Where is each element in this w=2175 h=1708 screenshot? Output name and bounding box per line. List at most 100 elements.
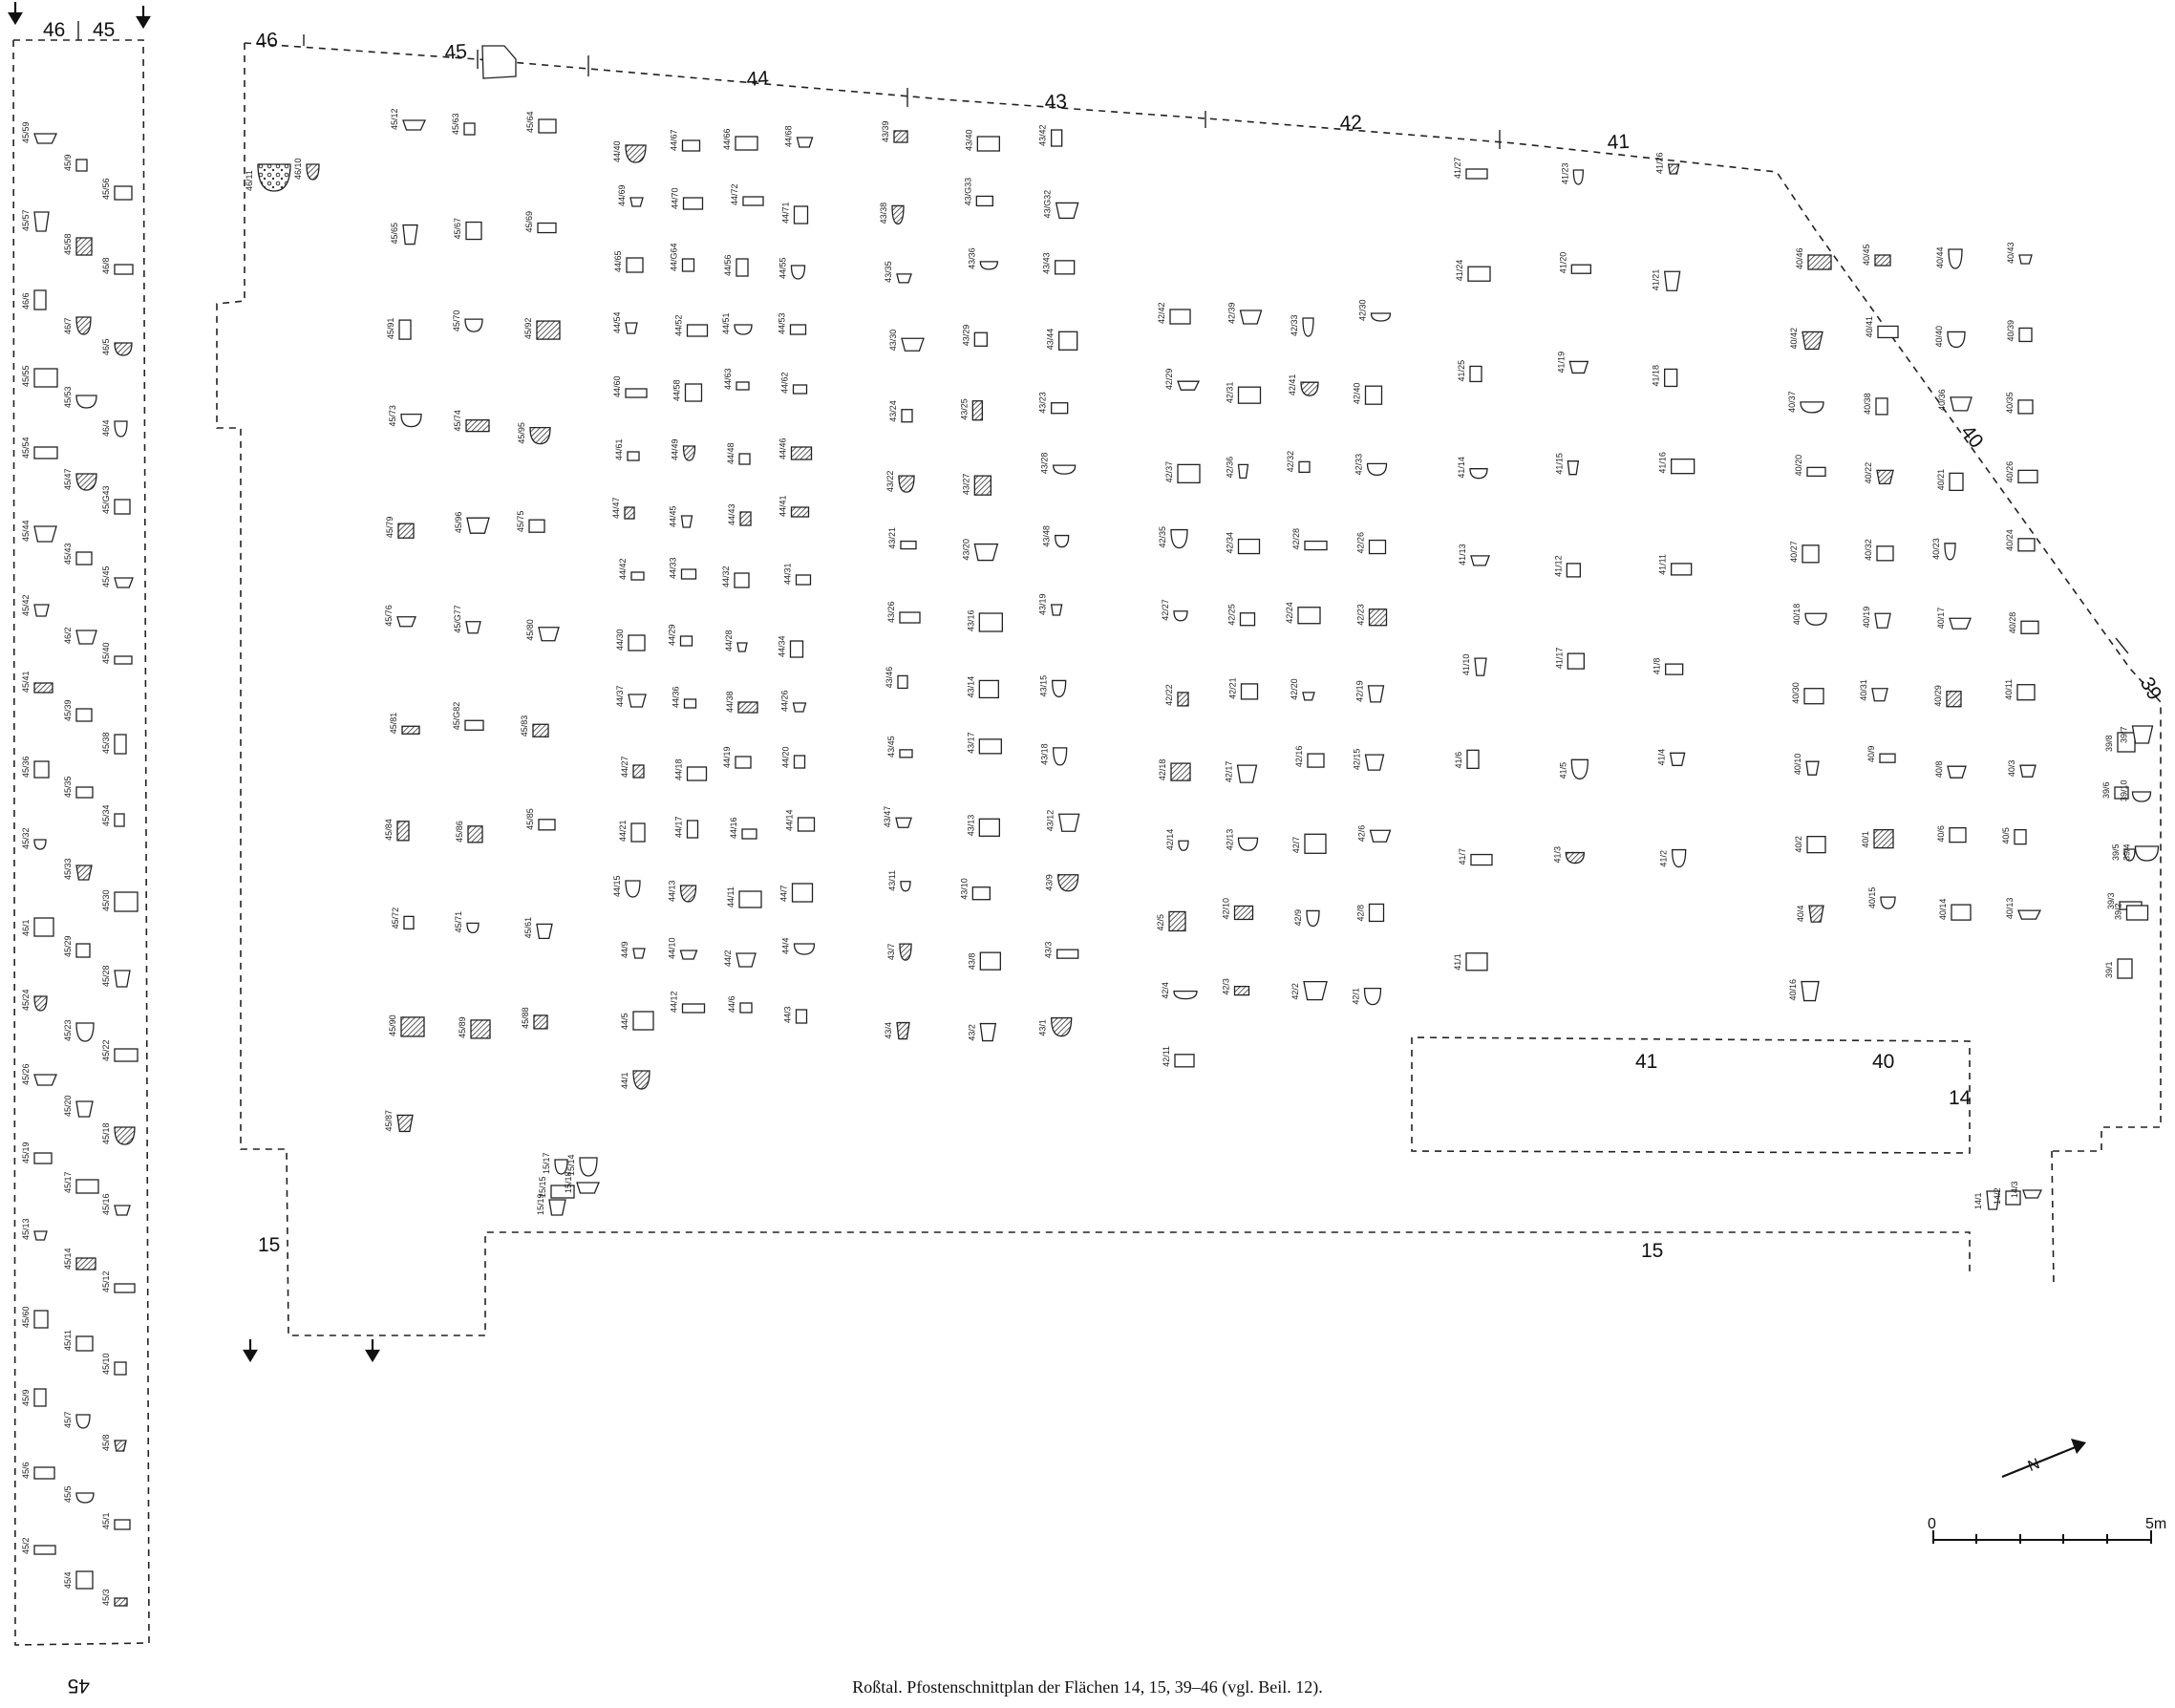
- feature-section: [1949, 826, 1967, 843]
- feature-label: 45/33: [63, 858, 73, 880]
- feature-label: 44/26: [780, 690, 790, 712]
- feature-section: [1946, 691, 1962, 708]
- feature-section: [632, 1070, 650, 1090]
- feature-section: [1302, 317, 1314, 337]
- feature-section: [396, 616, 416, 628]
- feature-section: [896, 273, 912, 284]
- feature-section: [632, 764, 645, 779]
- feature-section: [75, 943, 91, 958]
- feature-label: 45/83: [520, 715, 529, 737]
- feature-section: [625, 322, 638, 334]
- feature-label: 44/41: [778, 495, 788, 517]
- feature-section: [538, 819, 556, 831]
- feature-label: 41/23: [1560, 162, 1569, 184]
- feature-section: [114, 655, 133, 665]
- feature-label: 46/1: [21, 919, 31, 936]
- feature-label: 43/47: [883, 806, 892, 828]
- feature-section: [899, 749, 913, 758]
- feature-section: [114, 891, 139, 912]
- area-label: 40: [1872, 1051, 1894, 1073]
- feature-label: 45/74: [453, 410, 462, 432]
- feature-section: [1801, 980, 1820, 1002]
- feature-label: 45/22: [101, 1039, 111, 1061]
- feature-label: 45/38: [101, 732, 111, 754]
- feature-label: 44/9: [620, 941, 629, 958]
- feature-section: [978, 738, 1002, 755]
- feature-section: [1948, 248, 1963, 269]
- feature-label: 40/31: [1859, 679, 1868, 701]
- feature-section: [1052, 679, 1067, 698]
- feature-label: 45/90: [388, 1014, 397, 1036]
- feature-section: [33, 446, 58, 459]
- feature-label: 44/15: [612, 875, 622, 897]
- feature-label: 40/40: [1934, 326, 1944, 348]
- feature-section: [2017, 538, 2036, 552]
- feature-label: 45/60: [21, 1306, 31, 1328]
- feature-label: 15/19: [536, 1193, 545, 1215]
- feature-section: [2019, 764, 2036, 778]
- feature-label: 45/11: [63, 1330, 73, 1351]
- feature-label: 43/3: [1044, 942, 1054, 959]
- feature-section: [1302, 692, 1315, 701]
- feature-label: 41/21: [1652, 269, 1661, 291]
- feature-section: [1173, 990, 1198, 1000]
- feature-section: [1051, 129, 1063, 147]
- feature-label: 40/35: [2005, 392, 2015, 414]
- scale-start-label: 0: [1928, 1516, 1936, 1532]
- feature-section: [1055, 534, 1070, 548]
- feature-section: [2131, 725, 2154, 744]
- feature-section: [1567, 460, 1580, 476]
- area-label: 42: [1339, 112, 1363, 135]
- feature-section: [1944, 543, 1956, 561]
- feature-label: 41/19: [1556, 352, 1566, 374]
- feature-label: 45/79: [385, 517, 394, 539]
- feature-section: [465, 418, 490, 433]
- feature-label: 41/25: [1457, 360, 1466, 382]
- feature-section: [1880, 896, 1896, 909]
- feature-section: [114, 420, 128, 438]
- feature-section: [1297, 607, 1321, 625]
- feature-label: 44/42: [618, 558, 628, 580]
- feature-label: 45/36: [21, 756, 31, 778]
- feature-section: [75, 473, 97, 491]
- feature-section: [33, 1074, 57, 1086]
- area-label: 45: [444, 40, 468, 64]
- feature-section: [1874, 612, 1891, 629]
- feature-section: [2125, 905, 2149, 921]
- feature-label: 44/13: [668, 880, 677, 902]
- feature-section: [75, 237, 93, 256]
- feature-label: 41/20: [1558, 252, 1567, 274]
- feature-label: 45/58: [63, 233, 73, 255]
- feature-section: [793, 755, 806, 769]
- feature-label: 43/23: [1038, 392, 1048, 414]
- feature-section: [792, 702, 807, 713]
- feature-section: [2018, 327, 2033, 343]
- feature-section: [1053, 747, 1068, 766]
- feature-section: [1237, 386, 1262, 404]
- feature-label: 40/13: [2005, 898, 2015, 920]
- feature-label: 40/15: [1867, 887, 1877, 909]
- feature-section: [1233, 905, 1254, 921]
- feature-section: [33, 368, 58, 388]
- feature-label: 43/48: [1042, 525, 1052, 547]
- feature-section: [1178, 840, 1189, 851]
- feature-label: 43/39: [881, 120, 890, 142]
- feature-label: 44/5: [620, 1013, 629, 1030]
- feature-label: 42/14: [1165, 829, 1175, 851]
- feature-section: [33, 1545, 56, 1555]
- feature-section: [470, 1019, 491, 1039]
- feature-label: 41/6: [1454, 752, 1463, 769]
- feature-label: 43/30: [888, 330, 898, 352]
- feature-label: 45/96: [454, 512, 463, 534]
- feature-label: 45/81: [389, 713, 398, 735]
- feature-label: 44/31: [783, 563, 793, 585]
- feature-section: [1240, 683, 1259, 700]
- feature-section: [1800, 401, 1824, 414]
- feature-section: [1177, 380, 1201, 391]
- feature-section: [33, 289, 47, 310]
- feature-section: [1949, 617, 1972, 630]
- feature-section: [978, 612, 1003, 632]
- feature-section: [75, 708, 93, 722]
- feature-label: 40/6: [1936, 825, 1946, 843]
- feature-label: 43/21: [887, 527, 897, 549]
